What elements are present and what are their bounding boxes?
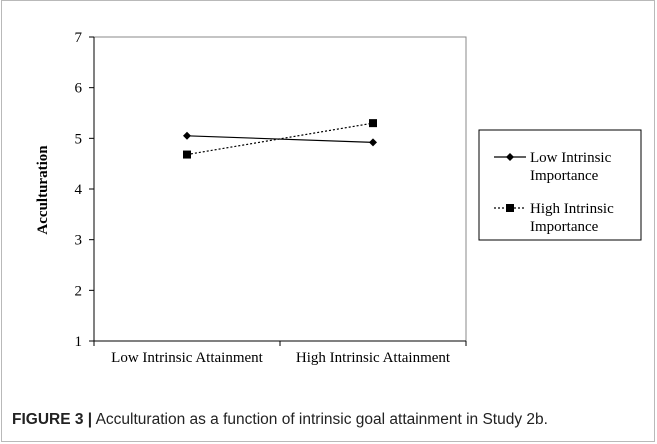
series-line-1	[186, 135, 374, 143]
legend-label-1: Importance	[530, 168, 599, 184]
x-category-label: Low Intrinsic Attainment	[111, 350, 263, 366]
y-tick-label: 3	[75, 233, 83, 249]
figure-caption-text: Acculturation as a function of intrinsic…	[92, 411, 548, 428]
series-line-2	[186, 122, 374, 156]
series-2-point	[183, 150, 191, 159]
y-tick-label: 6	[75, 81, 83, 97]
y-tick-label: 2	[75, 283, 83, 299]
y-tick-label: 1	[75, 334, 83, 350]
legend-label-1: Low Intrinsic	[530, 150, 612, 166]
y-tick-label: 5	[75, 131, 83, 147]
x-category-group: Low Intrinsic Attainment High Intrinsic A…	[93, 341, 467, 366]
legend-label-2: High Intrinsic	[530, 201, 614, 217]
y-axis-label: Acculturation	[35, 145, 51, 235]
plot-area-border	[93, 36, 467, 342]
chart-axes	[93, 36, 467, 342]
x-category-label: High Intrinsic Attainment	[296, 350, 451, 366]
figure-label: FIGURE 3 |	[12, 411, 93, 428]
figure-caption: FIGURE 3 | Acculturation as a function o…	[12, 411, 652, 429]
legend-box	[478, 129, 642, 241]
legend-marker-1	[506, 153, 514, 161]
y-tick-label: 4	[75, 182, 83, 198]
series-1-point	[183, 131, 191, 140]
series-2-point	[369, 119, 377, 128]
y-tick-label: 7	[75, 30, 83, 46]
line-chart: 1 2 3 4 5 6 7 Low Intrinsic Attainment High Int…	[35, 30, 642, 366]
series-1-point	[369, 138, 377, 147]
series-group	[183, 119, 377, 159]
legend-marker-2	[506, 204, 514, 212]
legend-label-2: Importance	[530, 219, 599, 235]
y-tick-group: 1 2 3 4 5 6 7	[75, 30, 94, 350]
legend: Low Intrinsic Importance High Intrinsic Imp…	[478, 129, 642, 241]
